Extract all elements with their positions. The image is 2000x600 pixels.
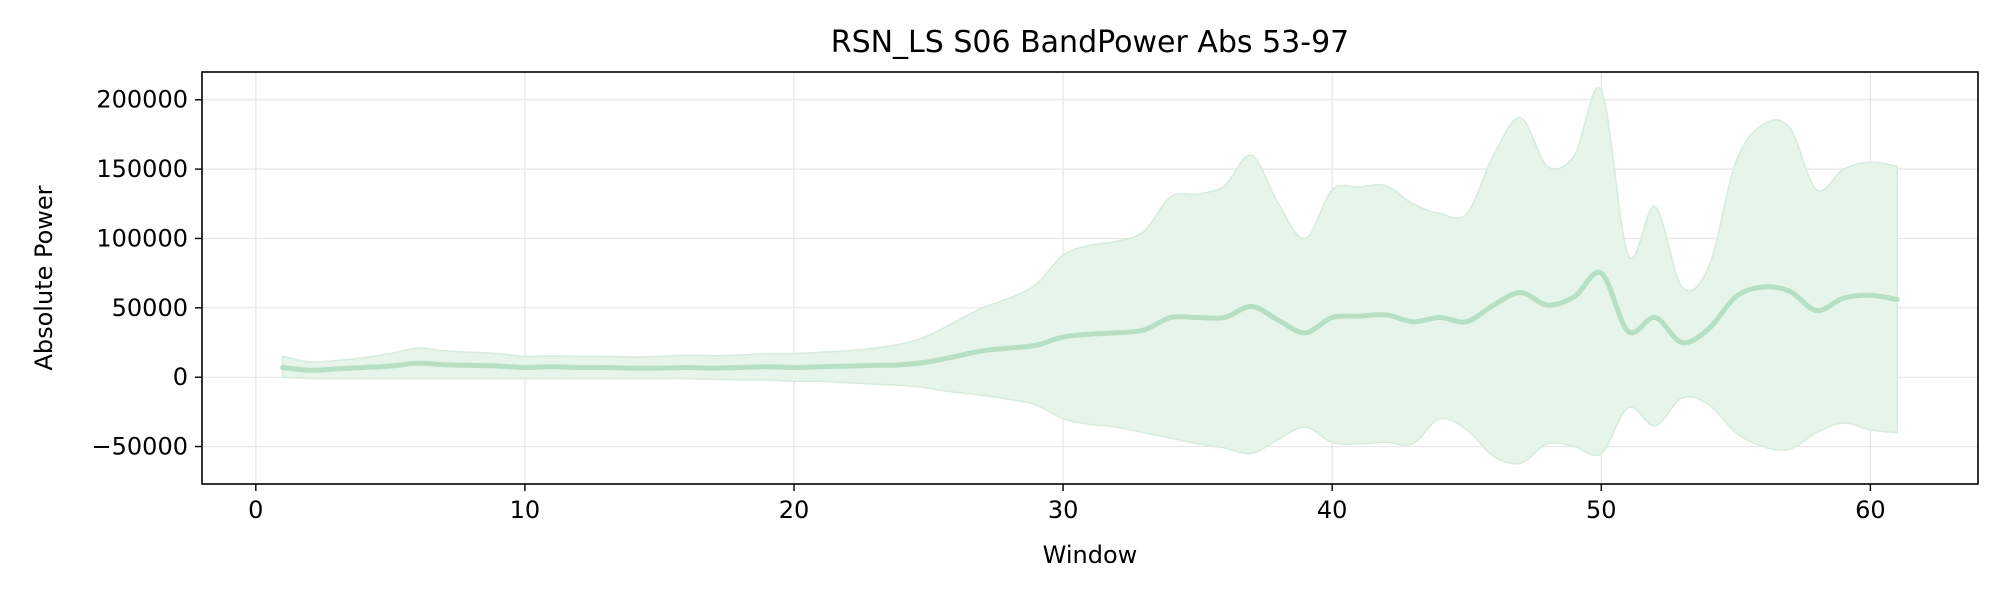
y-tick-label: 0 bbox=[173, 363, 188, 391]
x-tick-label: 50 bbox=[1586, 496, 1617, 524]
x-tick-label: 60 bbox=[1855, 496, 1886, 524]
x-tick-label: 0 bbox=[248, 496, 263, 524]
y-tick-label: 100000 bbox=[96, 224, 188, 252]
plot-frame bbox=[201, 71, 1979, 485]
y-tick-label: −50000 bbox=[92, 433, 188, 461]
x-axis-label: Window bbox=[1043, 541, 1138, 569]
y-axis-label: Absolute Power bbox=[30, 185, 58, 370]
mean-line bbox=[280, 269, 1900, 373]
x-axis: 0 10 20 30 40 50 60 bbox=[248, 484, 1886, 524]
x-tick-label: 20 bbox=[779, 496, 810, 524]
x-tick-label: 30 bbox=[1048, 496, 1079, 524]
x-tick-label: 40 bbox=[1317, 496, 1348, 524]
line-layer bbox=[280, 269, 1900, 373]
y-tick-label: 150000 bbox=[96, 155, 188, 183]
y-tick-label: 200000 bbox=[96, 86, 188, 114]
y-axis: −50000 0 50000 100000 150000 200000 bbox=[92, 86, 202, 461]
x-tick-label: 10 bbox=[510, 496, 541, 524]
y-tick-label: 50000 bbox=[112, 294, 188, 322]
chart-title: RSN_LS S06 BandPower Abs 53-97 bbox=[831, 25, 1350, 60]
